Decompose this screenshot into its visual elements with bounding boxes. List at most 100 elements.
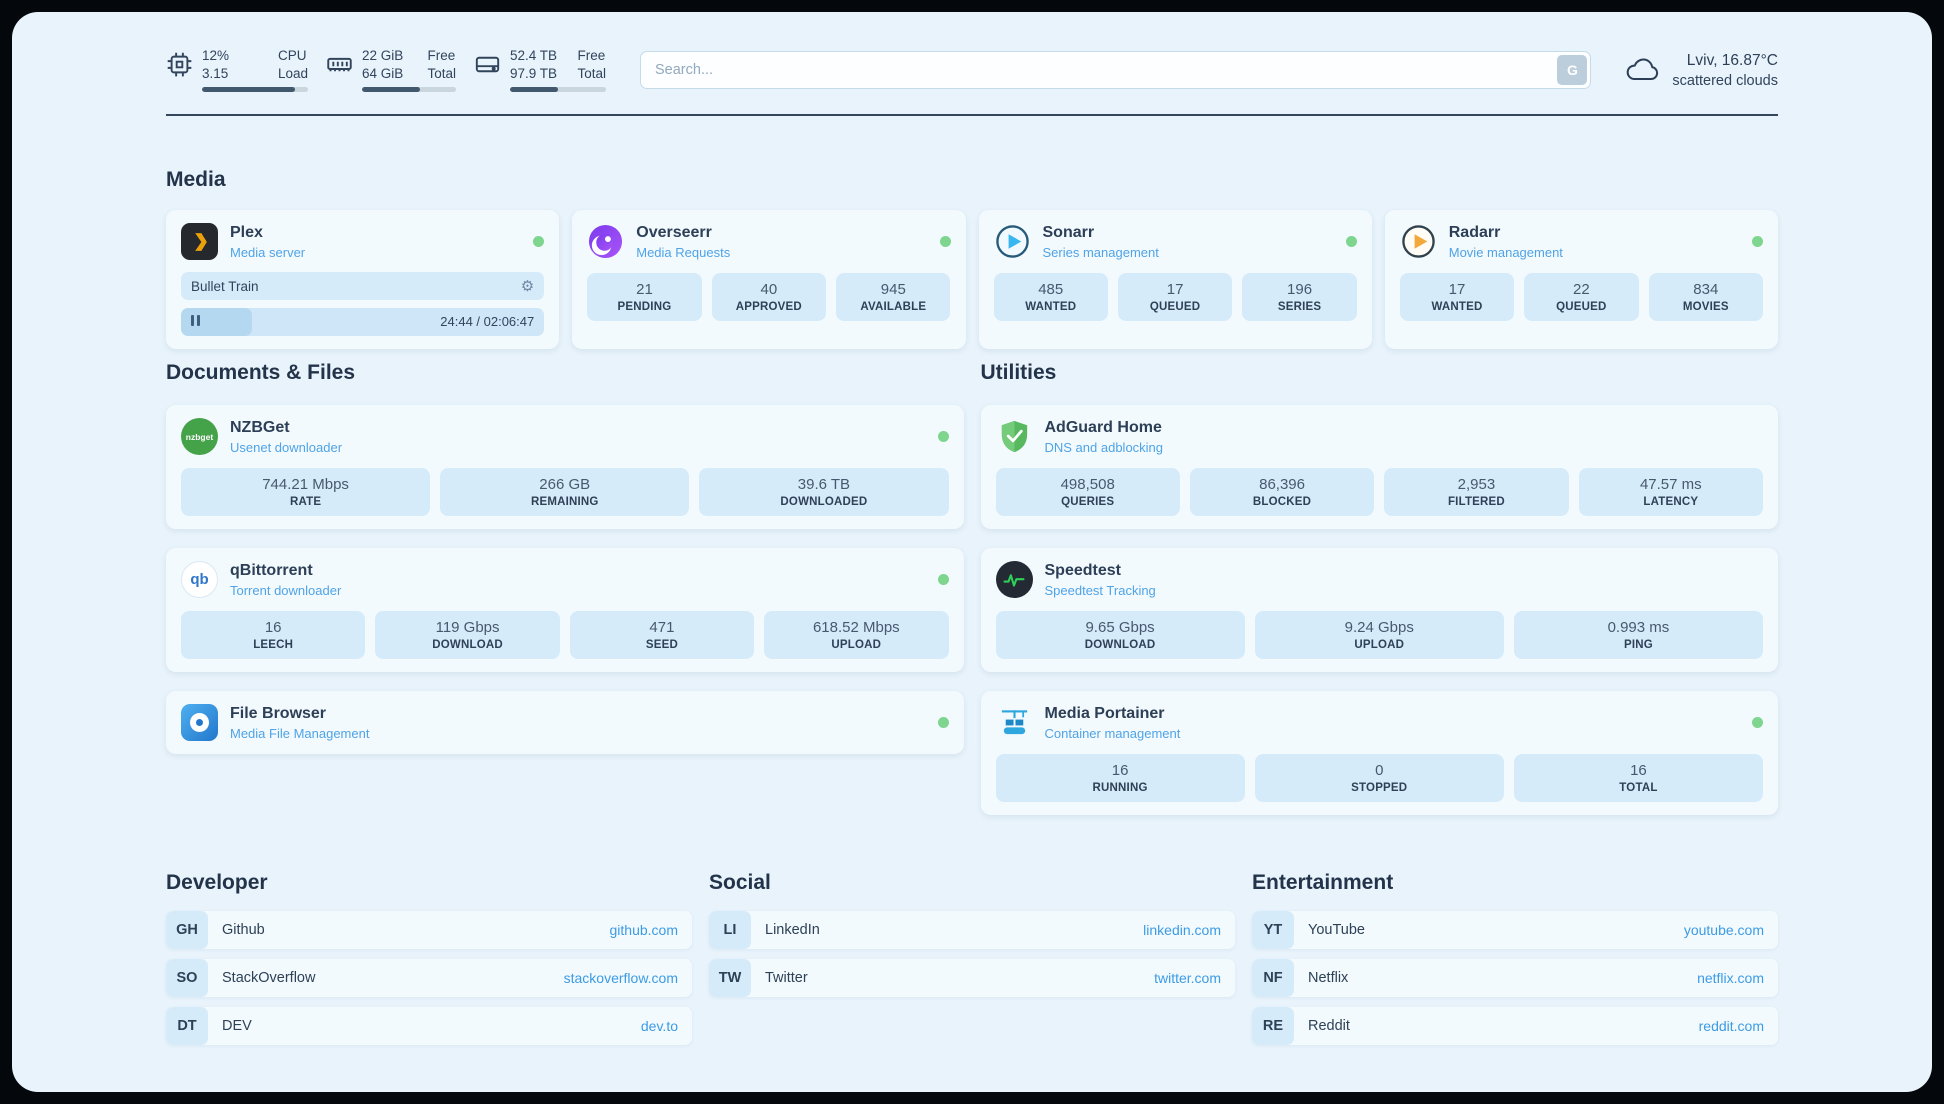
stat-tile: 21 PENDING — [587, 273, 702, 321]
app-card-qbittorrent[interactable]: qb qBittorrent Torrent downloader 16 LEE… — [166, 548, 964, 672]
bookmark-row-linkedin[interactable]: LI LinkedIn linkedin.com — [709, 911, 1235, 949]
disk-progress-bar — [510, 87, 606, 92]
bookmark-abbr: DT — [166, 1007, 208, 1045]
stat-label: REMAINING — [530, 496, 599, 508]
bookmark-url: linkedin.com — [1143, 922, 1221, 938]
status-dot — [1345, 236, 1357, 247]
stat-label: RUNNING — [1092, 782, 1148, 794]
ram-monitor: 22 GiB 64 GiB Free Total — [326, 48, 456, 92]
status-dot — [1752, 717, 1763, 728]
stat-value: 744.21 Mbps — [262, 476, 349, 493]
header-divider — [166, 114, 1778, 116]
stat-tile: 16 LEECH — [181, 611, 366, 659]
app-subtitle: Media Requests — [636, 244, 731, 260]
stat-value: 834 — [1693, 281, 1719, 298]
stat-value: 17 — [1166, 281, 1184, 298]
bookmark-url: youtube.com — [1683, 922, 1764, 938]
cpu-label-2: Load — [277, 66, 308, 81]
disk-monitor: 52.4 TB 97.9 TB Free Total — [474, 48, 606, 92]
stat-value: 16 — [264, 619, 282, 636]
portainer-icon — [996, 704, 1033, 741]
stat-tile: 40 APPROVED — [711, 273, 827, 321]
section-title-entertainment: Entertainment — [1252, 871, 1394, 894]
stat-tile: 2,953 FILTERED — [1384, 468, 1569, 516]
stat-tile: 471 SEED — [569, 611, 755, 659]
app-card-portainer[interactable]: Media Portainer Container management 16 … — [980, 691, 1778, 815]
stat-label: UPLOAD — [831, 639, 882, 651]
stat-tile: 119 Gbps DOWNLOAD — [375, 611, 560, 659]
stat-label: AVAILABLE — [860, 301, 927, 313]
bookmark-url: twitter.com — [1154, 970, 1221, 986]
stat-label: DOWNLOAD — [1084, 639, 1156, 651]
ram-label-1: Free — [427, 48, 456, 63]
radarr-icon — [1400, 223, 1437, 260]
section-title-documents: Documents & Files — [166, 361, 356, 384]
app-name: Media Portainer — [1044, 704, 1165, 722]
search-input[interactable] — [640, 51, 1592, 89]
qbittorrent-icon: qb — [181, 561, 218, 598]
stat-tile: 17 WANTED — [1399, 273, 1515, 321]
bookmark-row-stackoverflow[interactable]: SO StackOverflow stackoverflow.com — [166, 959, 692, 997]
stat-value: 0 — [1375, 762, 1384, 779]
bookmark-url: github.com — [609, 922, 678, 938]
stat-value: 22 — [1573, 281, 1590, 298]
gear-icon[interactable]: ⚙ — [520, 278, 535, 295]
bookmark-url: reddit.com — [1698, 1018, 1764, 1034]
app-subtitle: Torrent downloader — [230, 582, 342, 598]
pause-icon[interactable] — [191, 313, 203, 331]
bookmark-abbr: NF — [1252, 959, 1294, 997]
stat-label: LATENCY — [1643, 496, 1699, 508]
app-card-plex[interactable]: Plex Media server Bullet Train ⚙ 24:44 /… — [166, 210, 560, 349]
stat-value: 47.57 ms — [1639, 476, 1702, 493]
bookmark-name: Netflix — [1308, 970, 1349, 986]
app-subtitle: Media server — [230, 244, 306, 260]
bookmark-abbr: GH — [166, 911, 208, 949]
bookmark-name: YouTube — [1308, 922, 1365, 938]
ram-total: 64 GiB — [362, 66, 404, 81]
weather-condition: scattered clouds — [1672, 72, 1778, 89]
stat-value: 16 — [1630, 762, 1647, 779]
disk-progress-fill — [510, 87, 558, 92]
cpu-progress-bar — [202, 87, 308, 92]
app-subtitle: Movie management — [1448, 244, 1563, 260]
bookmark-row-twitter[interactable]: TW Twitter twitter.com — [709, 959, 1235, 997]
stat-tile: 0 STOPPED — [1254, 754, 1504, 802]
stat-label: FILTERED — [1447, 496, 1505, 508]
app-card-overseerr[interactable]: Overseerr Media Requests 21 PENDING 40 A… — [572, 210, 966, 349]
bookmarks-social: Social LI LinkedIn linkedin.com TW Twitt… — [709, 871, 1235, 1045]
bookmark-name: DEV — [222, 1018, 252, 1034]
app-card-sonarr[interactable]: Sonarr Series management 485 WANTED 17 Q… — [978, 210, 1372, 349]
bookmark-row-github[interactable]: GH Github github.com — [166, 911, 692, 949]
cpu-progress-fill — [202, 87, 296, 92]
stat-tile: 498,508 QUERIES — [995, 468, 1180, 516]
cpu-load-avg: 3.15 — [202, 66, 229, 81]
search-provider-button[interactable]: G — [1557, 55, 1588, 85]
adguard-icon — [996, 418, 1033, 455]
cpu-percent: 12% — [202, 48, 230, 63]
stat-value: 485 — [1038, 281, 1064, 298]
bookmark-row-reddit[interactable]: RE Reddit reddit.com — [1252, 1007, 1778, 1045]
stat-value: 196 — [1287, 281, 1313, 298]
bookmark-row-youtube[interactable]: YT YouTube youtube.com — [1252, 911, 1778, 949]
playback-progress[interactable]: 24:44 / 02:06:47 — [181, 308, 545, 336]
weather-widget: Lviv, 16.87°C scattered clouds — [1625, 52, 1778, 89]
weather-location: Lviv, 16.87°C — [1686, 51, 1778, 69]
app-card-adguard[interactable]: AdGuard Home DNS and adblocking 498,508 … — [980, 405, 1778, 529]
app-card-speedtest[interactable]: Speedtest Speedtest Tracking 9.65 Gbps D… — [980, 548, 1778, 672]
stat-value: 16 — [1111, 762, 1129, 779]
bookmark-url: netflix.com — [1697, 970, 1764, 986]
app-subtitle: Media File Management — [230, 725, 370, 741]
bookmark-row-netflix[interactable]: NF Netflix netflix.com — [1252, 959, 1778, 997]
stat-label: LEECH — [253, 639, 294, 651]
app-name: Overseerr — [636, 223, 712, 241]
bookmark-row-dev[interactable]: DT DEV dev.to — [166, 1007, 692, 1045]
section-title-media: Media — [166, 168, 226, 191]
stat-value: 0.993 ms — [1607, 619, 1670, 636]
app-card-radarr[interactable]: Radarr Movie management 17 WANTED 22 QUE… — [1384, 210, 1778, 349]
app-subtitle: Usenet downloader — [230, 439, 343, 455]
app-card-nzbget[interactable]: nzbget NZBGet Usenet downloader 744.21 M… — [166, 405, 964, 529]
app-card-filebrowser[interactable]: File Browser Media File Management — [166, 691, 964, 754]
stat-tile: 16 RUNNING — [995, 754, 1245, 802]
bookmark-name: Reddit — [1308, 1018, 1350, 1034]
stat-tile: 0.993 ms PING — [1513, 611, 1763, 659]
